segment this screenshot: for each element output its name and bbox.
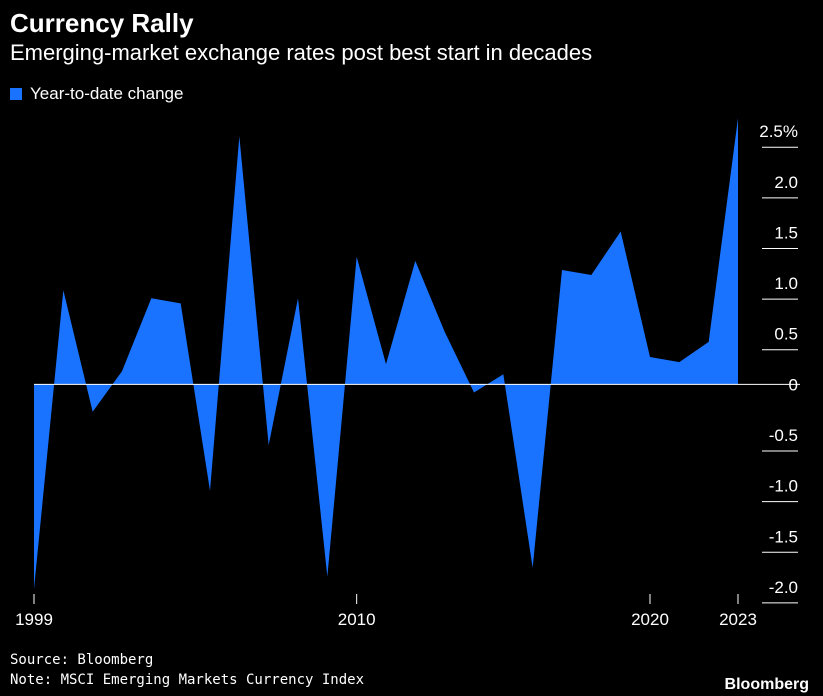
x-tick-label: 2010	[338, 610, 376, 629]
x-tick-label: 2023	[719, 610, 757, 629]
x-tick-label: 1999	[15, 610, 53, 629]
y-tick-label: -2.0	[769, 578, 798, 597]
series-area	[34, 118, 738, 589]
y-tick-label: -1.0	[769, 477, 798, 496]
y-tick-label: 1.5	[774, 223, 798, 242]
chart-title: Currency Rally	[10, 8, 194, 38]
y-tick-label: 0.5	[774, 325, 798, 344]
legend-swatch	[10, 88, 22, 100]
chart-subtitle: Emerging-market exchange rates post best…	[10, 40, 593, 65]
y-tick-label: 0	[789, 375, 798, 394]
source-note: Source: Bloomberg	[10, 652, 154, 668]
legend: Year-to-date change	[10, 84, 183, 104]
y-tick-label: 1.0	[774, 274, 798, 293]
footnote: Note: MSCI Emerging Markets Currency Ind…	[10, 672, 365, 688]
bloomberg-logo: Bloomberg	[724, 676, 809, 693]
y-tick-label: 2.5%	[759, 122, 798, 141]
y-tick-label: -1.5	[769, 527, 798, 546]
x-tick-label: 2020	[631, 610, 669, 629]
y-tick-label: -0.5	[769, 426, 798, 445]
y-tick-label: 2.0	[774, 173, 798, 192]
legend-label: Year-to-date change	[30, 84, 184, 103]
